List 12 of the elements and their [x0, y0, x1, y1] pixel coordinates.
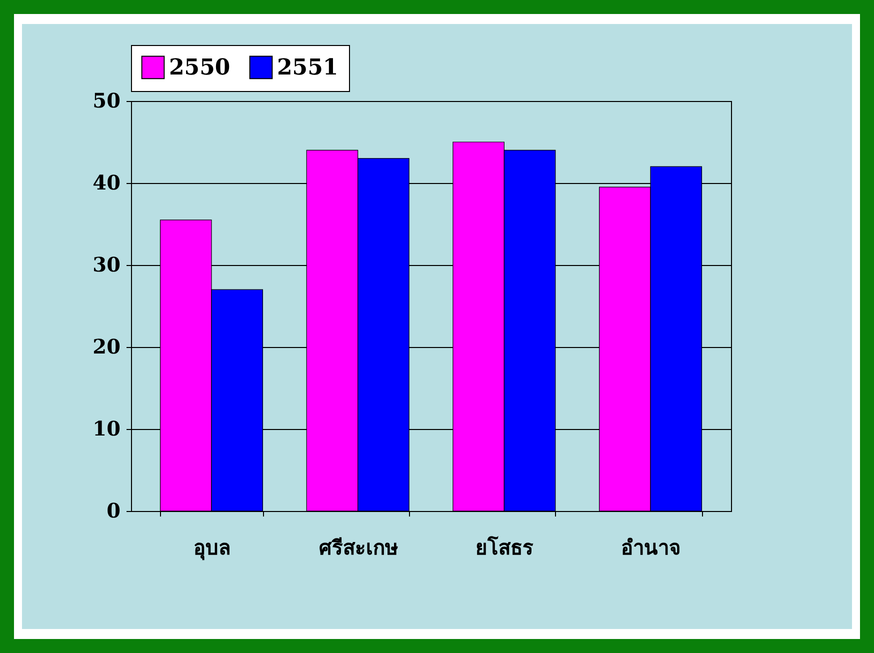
- legend-label: 2550: [169, 54, 230, 80]
- legend-label: 2551: [277, 54, 338, 80]
- x-tick-label: อุบล: [193, 536, 230, 560]
- y-tick-label: 30: [92, 252, 120, 276]
- y-tick-label: 50: [92, 88, 120, 112]
- x-tick-label: อำนาจ: [621, 536, 682, 560]
- y-tick-label: 0: [106, 498, 120, 522]
- x-tick-label: ศรีสะเกษ: [318, 536, 398, 560]
- y-tick-label: 40: [92, 170, 120, 194]
- y-tick-label: 10: [92, 416, 120, 440]
- y-tick-label: 20: [92, 334, 120, 358]
- x-tick-label: ยโสธร: [476, 536, 534, 560]
